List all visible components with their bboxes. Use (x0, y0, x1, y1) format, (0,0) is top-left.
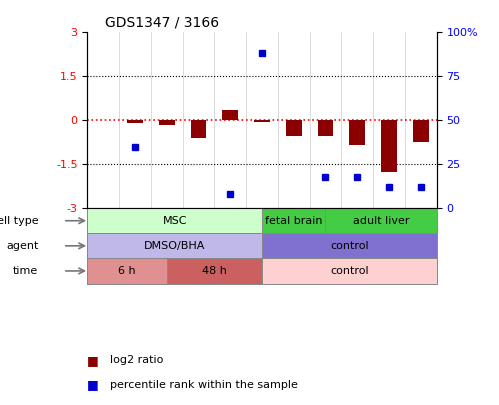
Bar (325, 208, 437, 233)
Text: control: control (330, 241, 369, 251)
Bar (191, 120, 207, 138)
Bar (286, 120, 302, 136)
Text: ■: ■ (87, 354, 99, 367)
Bar (127, 120, 143, 123)
Text: agent: agent (6, 241, 38, 251)
Text: log2 ratio: log2 ratio (110, 356, 163, 365)
Text: control: control (330, 266, 369, 276)
Bar (87, 233, 262, 258)
Bar (262, 208, 325, 233)
Bar (222, 110, 238, 120)
Bar (317, 120, 333, 136)
Text: 6 h: 6 h (118, 266, 136, 276)
Bar (381, 120, 397, 172)
Text: 48 h: 48 h (202, 266, 227, 276)
Text: time: time (13, 266, 38, 276)
Bar (87, 208, 262, 233)
Bar (159, 120, 175, 125)
Text: GDS1347 / 3166: GDS1347 / 3166 (105, 16, 219, 30)
Bar (254, 120, 270, 122)
Text: adult liver: adult liver (353, 216, 409, 226)
Text: fetal brain: fetal brain (265, 216, 322, 226)
Text: ■: ■ (87, 378, 99, 391)
Text: MSC: MSC (162, 216, 187, 226)
Text: cell type: cell type (0, 216, 38, 226)
Bar (262, 258, 437, 283)
Bar (262, 233, 437, 258)
Bar (167, 258, 262, 283)
Bar (349, 120, 365, 145)
Text: percentile rank within the sample: percentile rank within the sample (110, 380, 298, 390)
Bar (413, 120, 429, 142)
Text: DMSO/BHA: DMSO/BHA (144, 241, 205, 251)
Bar (87, 258, 167, 283)
